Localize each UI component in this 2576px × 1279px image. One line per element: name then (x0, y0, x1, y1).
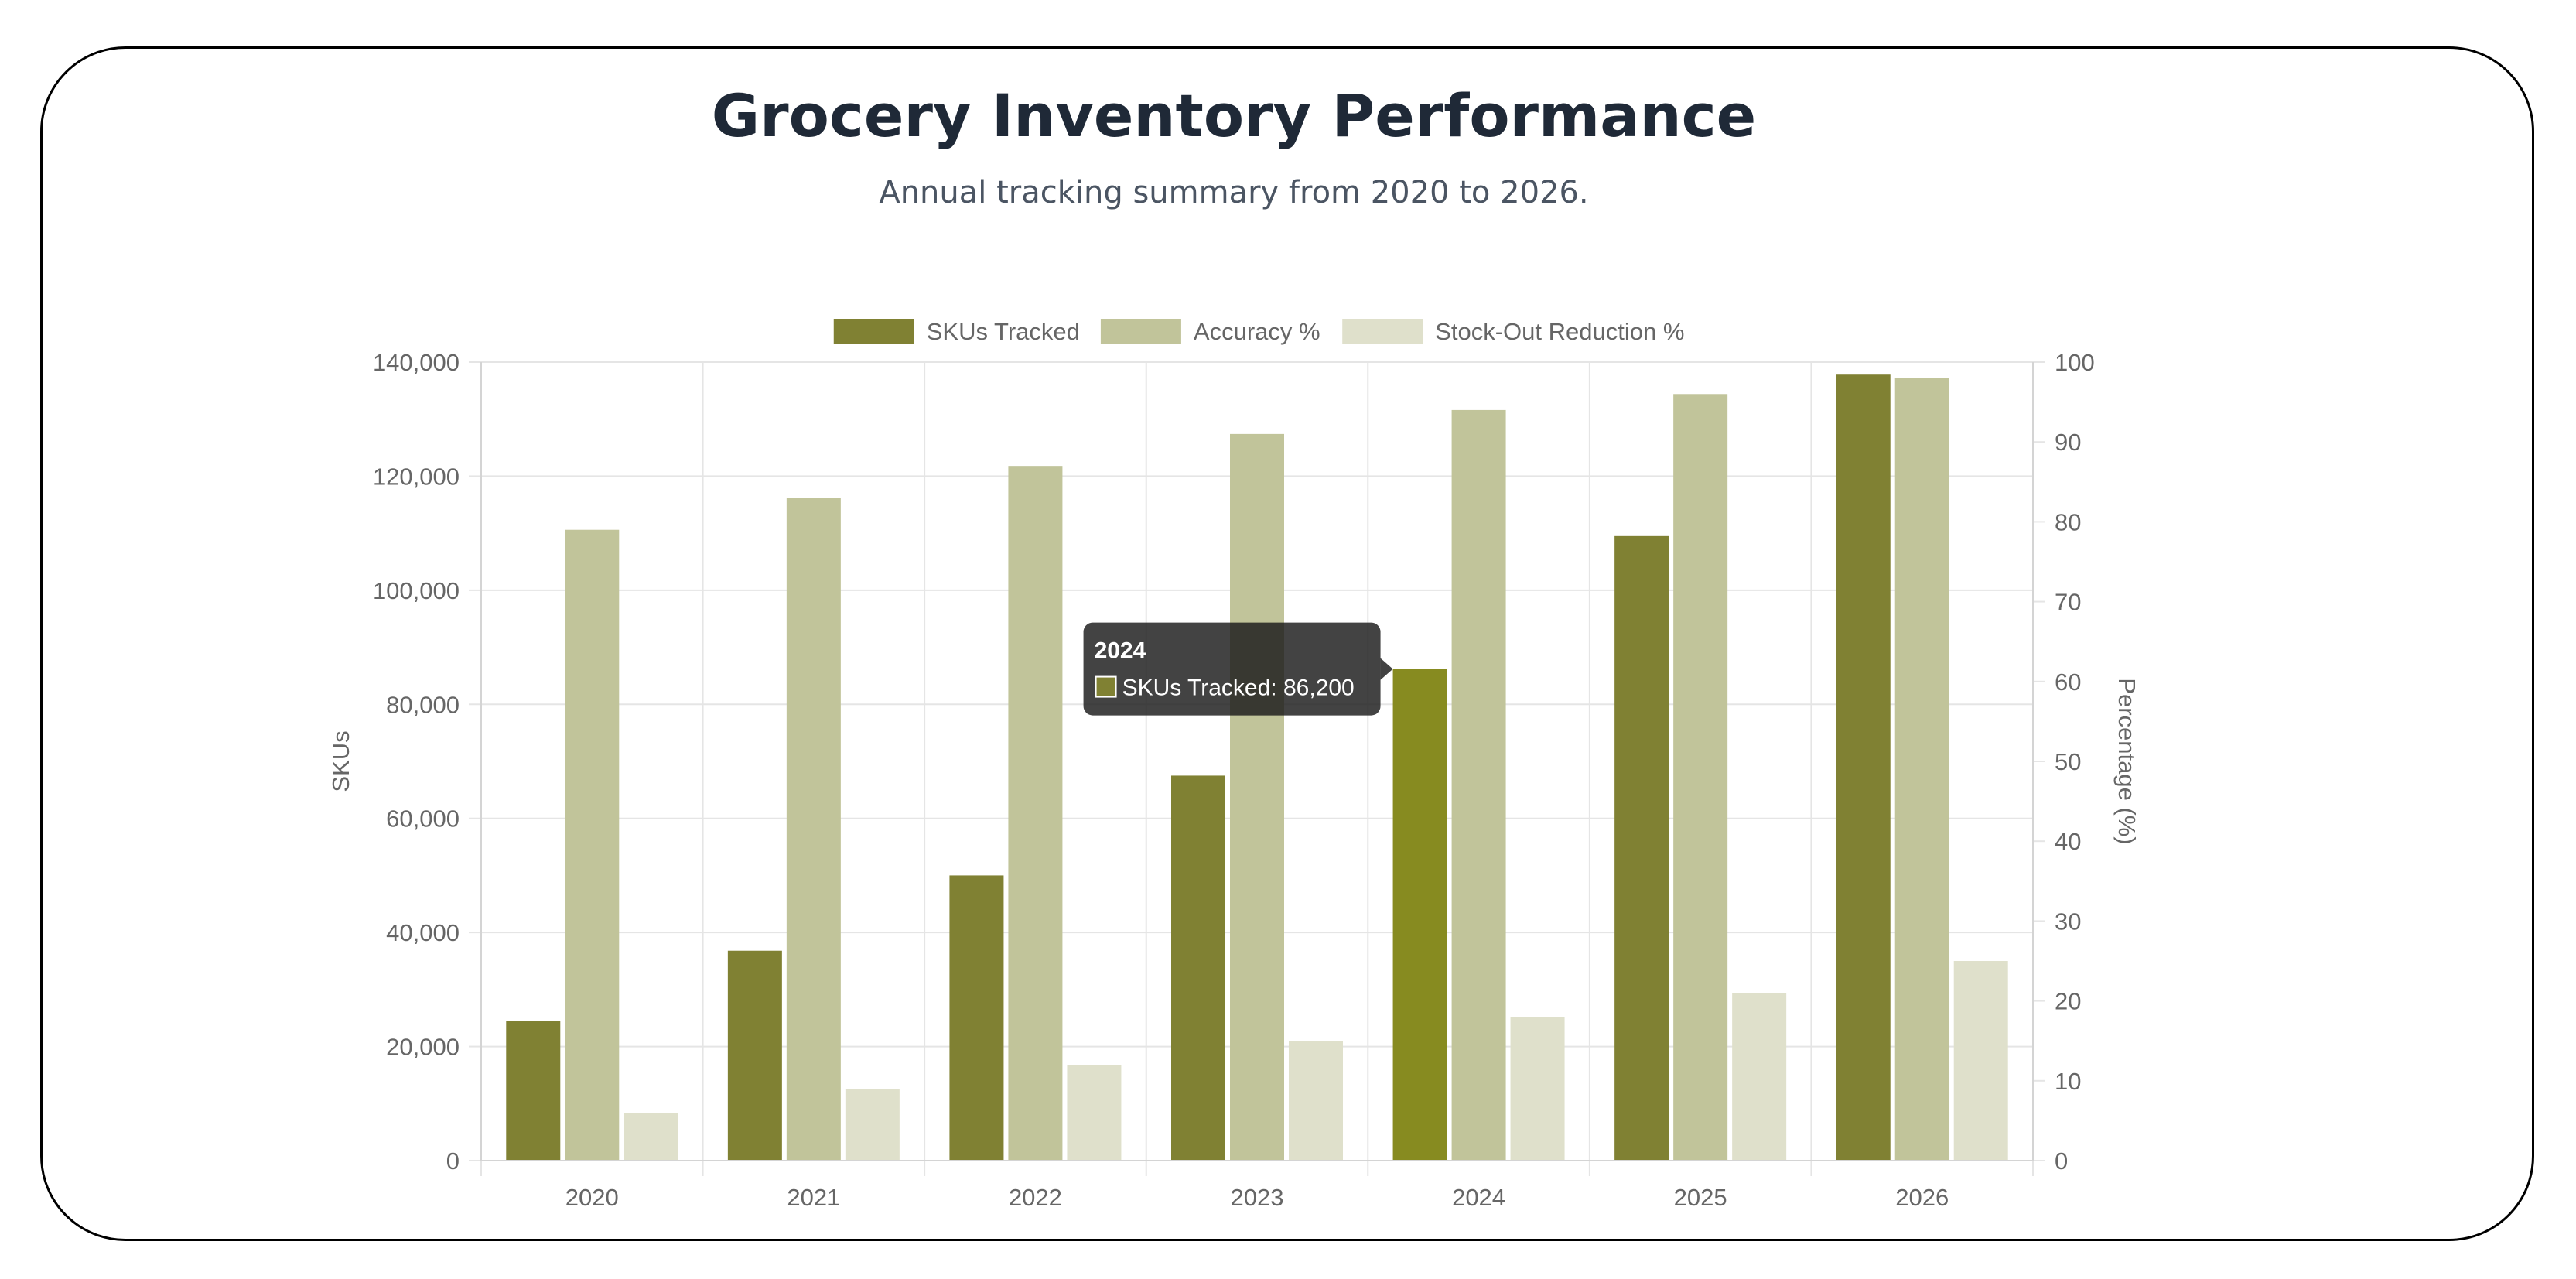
y-right-tick-label: 50 (2055, 748, 2081, 775)
tooltip-swatch (1095, 675, 1117, 698)
x-tick-label: 2022 (1009, 1184, 1062, 1211)
x-tick-label: 2023 (1231, 1184, 1284, 1211)
bar-stockout-reduction[interactable] (624, 1113, 678, 1161)
tooltip-text: SKUs Tracked: 86,200 (1122, 675, 1355, 701)
x-tick-label: 2020 (565, 1184, 619, 1211)
bar-accuracy[interactable] (565, 529, 620, 1161)
bar-stockout-reduction[interactable] (1510, 1017, 1565, 1161)
y-left-axis-title: SKUs (327, 730, 354, 792)
bar-accuracy[interactable] (1894, 378, 1949, 1161)
y-right-tick-label: 10 (2055, 1068, 2081, 1095)
bar-stockout-reduction[interactable] (845, 1089, 900, 1161)
y-right-tick-label: 80 (2055, 508, 2081, 535)
bar-stockout-reduction[interactable] (1067, 1065, 1122, 1161)
x-tick-label: 2021 (787, 1184, 840, 1211)
legend-label[interactable]: SKUs Tracked (927, 318, 1080, 345)
y-right-tick-label: 0 (2055, 1147, 2068, 1175)
x-tick-label: 2025 (1674, 1184, 1727, 1211)
tooltip-box: 2024 SKUs Tracked: 86,200 (1083, 622, 1393, 716)
bar-accuracy[interactable] (1008, 466, 1063, 1161)
x-tick-label: 2026 (1895, 1184, 1949, 1211)
bar-stockout-reduction[interactable] (1289, 1041, 1343, 1161)
legend-swatch[interactable] (1342, 319, 1423, 344)
tooltip-background (1083, 622, 1381, 716)
y-left-tick-label: 40,000 (386, 919, 460, 946)
bar-skus-tracked[interactable] (1171, 775, 1225, 1161)
y-right-tick-label: 40 (2055, 828, 2081, 855)
bar-accuracy[interactable] (1230, 433, 1284, 1161)
axes: 0 20,000 40,000 60,000 80,000 100,000 120,000 1… (327, 349, 2140, 1211)
bar-stockout-reduction[interactable] (1953, 961, 2008, 1161)
legend-swatch[interactable] (833, 319, 914, 344)
bar-accuracy[interactable] (1673, 394, 1728, 1161)
legend-item[interactable]: Accuracy % (1100, 318, 1320, 345)
bar-accuracy[interactable] (1451, 409, 1506, 1161)
legend[interactable]: SKUs Tracked Accuracy % Stock-Out Reductio… (833, 318, 1685, 345)
legend-swatch[interactable] (1100, 319, 1181, 344)
tooltip: 2024 SKUs Tracked: 86,200 (1083, 622, 1393, 716)
bar-skus-tracked[interactable] (1614, 535, 1669, 1161)
bar-skus-tracked[interactable] (727, 950, 782, 1161)
y-left-tick-label: 140,000 (373, 349, 460, 376)
page-title: Grocery Inventory Performance (711, 81, 1757, 150)
y-right-tick-label: 70 (2055, 589, 2081, 616)
y-right-tick-label: 100 (2055, 349, 2095, 376)
y-left-tick-label: 60,000 (386, 805, 460, 833)
legend-item[interactable]: Stock-Out Reduction % (1342, 318, 1684, 345)
bar-skus-tracked[interactable] (506, 1021, 561, 1161)
bar-skus-tracked[interactable] (949, 875, 1004, 1161)
bar-skus-tracked[interactable] (1836, 374, 1891, 1161)
legend-item[interactable]: SKUs Tracked (833, 318, 1080, 345)
bar-skus-tracked[interactable] (1392, 669, 1447, 1161)
x-tick-label: 2024 (1452, 1184, 1505, 1211)
bar-stockout-reduction[interactable] (1732, 993, 1787, 1161)
y-right-tick-label: 30 (2055, 908, 2081, 935)
page-subtitle: Annual tracking summary from 2020 to 202… (879, 175, 1589, 210)
y-right-tick-label: 20 (2055, 988, 2081, 1015)
y-left-tick-label: 120,000 (373, 463, 460, 490)
tooltip-caret (1380, 658, 1393, 680)
legend-label[interactable]: Stock-Out Reduction % (1435, 318, 1684, 345)
legend-label[interactable]: Accuracy % (1194, 318, 1320, 345)
y-left-tick-label: 20,000 (386, 1034, 460, 1061)
y-right-tick-label: 60 (2055, 669, 2081, 696)
tooltip-title: 2024 (1095, 638, 1146, 664)
y-right-axis-title: Percentage (%) (2113, 678, 2140, 844)
bar-accuracy[interactable] (786, 498, 841, 1161)
y-left-tick-label: 100,000 (373, 577, 460, 604)
bars[interactable] (506, 374, 2008, 1161)
y-left-tick-label: 80,000 (386, 691, 460, 718)
y-left-tick-label: 0 (446, 1147, 460, 1175)
y-right-tick-label: 90 (2055, 429, 2081, 456)
